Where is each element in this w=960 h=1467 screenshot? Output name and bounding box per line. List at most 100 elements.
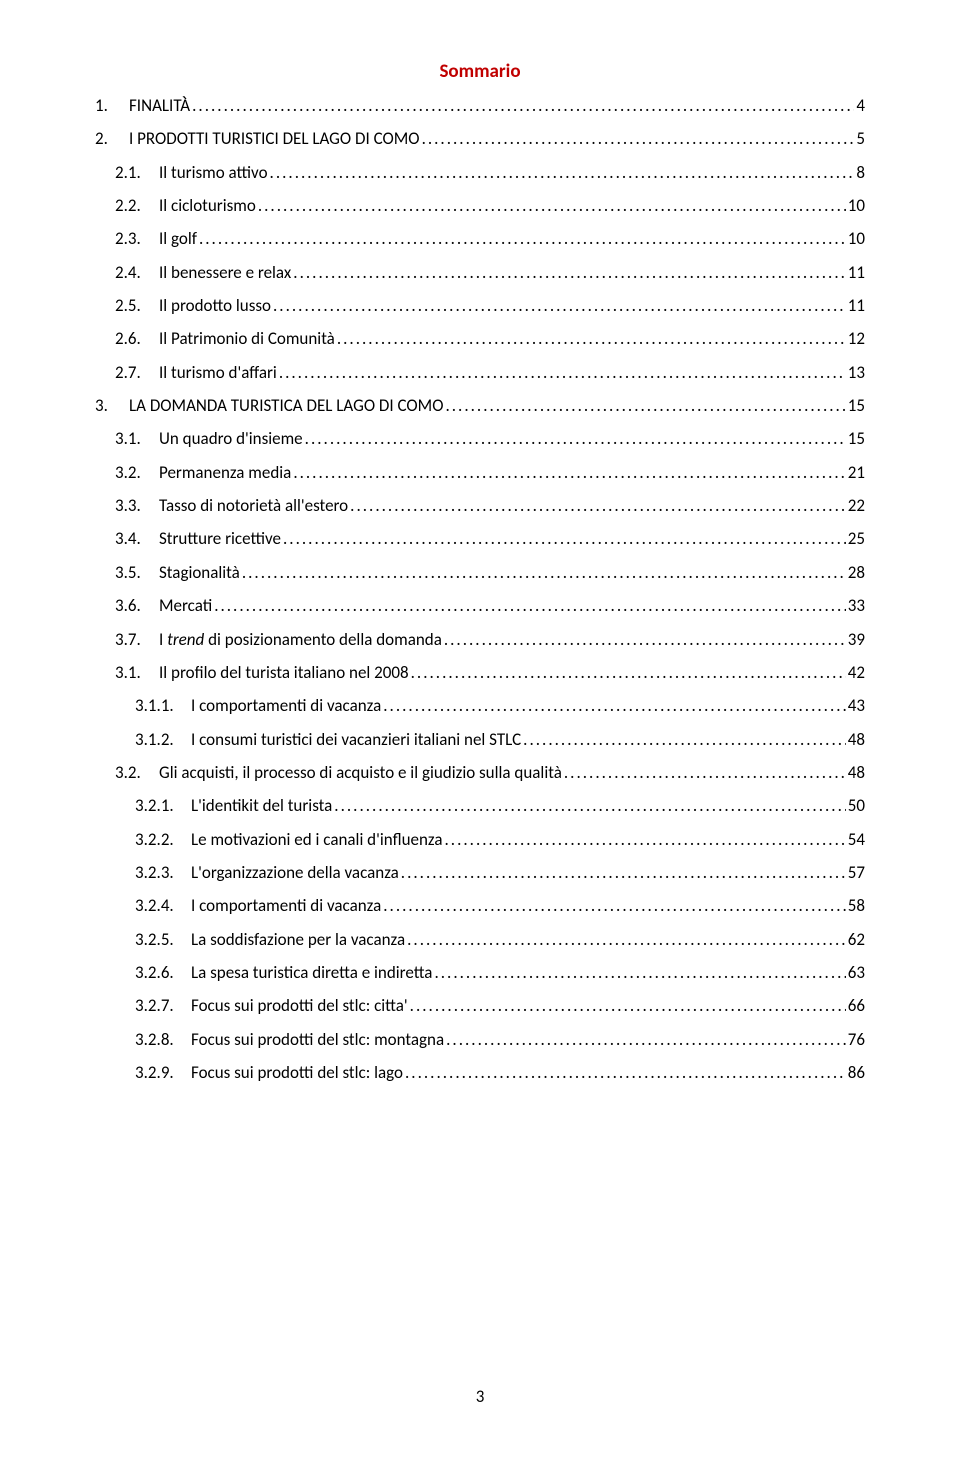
toc-entry-number: 3.1. xyxy=(115,660,159,686)
toc-entry[interactable]: 1.FINALITÀ 4 xyxy=(95,93,865,119)
toc-entry-text: Il turismo attivo xyxy=(159,160,270,186)
toc-entry-text: L'organizzazione della vacanza xyxy=(191,860,401,886)
toc-entry-number: 2.2. xyxy=(115,193,159,219)
toc-leader-dots xyxy=(334,793,845,819)
toc-entry-text: Gli acquisti, il processo di acquisto e … xyxy=(159,760,564,786)
toc-entry-page: 12 xyxy=(846,326,865,352)
toc-entry[interactable]: 3.LA DOMANDA TURISTICA DEL LAGO DI COMO1… xyxy=(95,393,865,419)
toc-entry[interactable]: 2.2.Il cicloturismo10 xyxy=(95,193,865,219)
toc-leader-dots xyxy=(401,860,846,886)
toc-entry-text: I consumi turistici dei vacanzieri itali… xyxy=(191,727,523,753)
toc-entry[interactable]: 3.2.5.La soddisfazione per la vacanza62 xyxy=(95,927,865,953)
toc-entry-text: Tasso di notorietà all'estero xyxy=(159,493,350,519)
toc-entry[interactable]: 2.7.Il turismo d'affari13 xyxy=(95,360,865,386)
toc-leader-dots xyxy=(199,226,846,252)
toc-entry[interactable]: 3.2.9.Focus sui prodotti del stlc: lago8… xyxy=(95,1060,865,1086)
toc-leader-dots xyxy=(523,727,846,753)
page-title: Sommario xyxy=(95,60,865,83)
toc-entry[interactable]: 3.5.Stagionalità28 xyxy=(95,560,865,586)
toc-entry-page: 43 xyxy=(846,693,865,719)
toc-leader-dots xyxy=(214,593,846,619)
toc-entry-text: Strutture ricettive xyxy=(159,526,283,552)
toc-entry-number: 3.7. xyxy=(115,627,159,653)
toc-entry-number: 1. xyxy=(95,93,129,119)
toc-entry-text: Il turismo d'affari xyxy=(159,360,279,386)
toc-entry-page: 21 xyxy=(846,460,865,486)
toc-entry-number: 3.2. xyxy=(115,460,159,486)
toc-entry-text: L'identikit del turista xyxy=(191,793,334,819)
toc-entry-page: 57 xyxy=(846,860,865,886)
toc-entry-page: 4 xyxy=(854,93,865,119)
toc-entry[interactable]: 3.2.2.Le motivazioni ed i canali d'influ… xyxy=(95,827,865,853)
toc-leader-dots xyxy=(405,1060,846,1086)
toc-leader-dots xyxy=(383,893,846,919)
toc-entry-page: 48 xyxy=(846,760,865,786)
toc-entry-number: 3.4. xyxy=(115,526,159,552)
toc-entry-number: 3.2.5. xyxy=(135,927,191,953)
toc-leader-dots xyxy=(410,993,846,1019)
toc-entry[interactable]: 3.4.Strutture ricettive 25 xyxy=(95,526,865,552)
toc-entry-text: Stagionalità xyxy=(159,560,242,586)
toc-entry-number: 3.1.1. xyxy=(135,693,191,719)
toc-entry-page: 22 xyxy=(846,493,865,519)
toc-entry-page: 13 xyxy=(846,360,865,386)
toc-entry[interactable]: 3.1.2.I consumi turistici dei vacanzieri… xyxy=(95,727,865,753)
toc-entry-page: 8 xyxy=(854,160,865,186)
toc-leader-dots xyxy=(337,326,846,352)
toc-entry-text: Focus sui prodotti del stlc: lago xyxy=(191,1060,405,1086)
toc-entry-page: 11 xyxy=(846,260,865,286)
toc-entry[interactable]: 3.6.Mercati33 xyxy=(95,593,865,619)
toc-entry[interactable]: 3.2.3.L'organizzazione della vacanza 57 xyxy=(95,860,865,886)
toc-entry-page: 33 xyxy=(846,593,865,619)
toc-entry[interactable]: 2.4.Il benessere e relax11 xyxy=(95,260,865,286)
toc-entry[interactable]: 3.1.Un quadro d'insieme15 xyxy=(95,426,865,452)
toc-entry[interactable]: 3.2.7.Focus sui prodotti del stlc: citta… xyxy=(95,993,865,1019)
toc-entry[interactable]: 3.2.4.I comportamenti di vacanza58 xyxy=(95,893,865,919)
toc-entry-number: 3.1.2. xyxy=(135,727,191,753)
toc-entry-text: Il profilo del turista italiano nel 2008 xyxy=(159,660,411,686)
toc-entry[interactable]: 2.3.Il golf10 xyxy=(95,226,865,252)
toc-leader-dots xyxy=(192,93,854,119)
toc-entry[interactable]: 3.2.Gli acquisti, il processo di acquist… xyxy=(95,760,865,786)
toc-entry-text: I trend di posizionamento della domanda xyxy=(159,627,444,653)
toc-entry-number: 3.2.6. xyxy=(135,960,191,986)
toc-entry-text: I comportamenti di vacanza xyxy=(191,893,383,919)
toc-entry-page: 25 xyxy=(846,526,865,552)
toc-leader-dots xyxy=(279,360,846,386)
toc-entry-number: 2. xyxy=(95,126,129,152)
toc-entry-text: Il prodotto lusso xyxy=(159,293,273,319)
toc-entry[interactable]: 2.I PRODOTTI TURISTICI DEL LAGO DI COMO5 xyxy=(95,126,865,152)
toc-entry-text: Le motivazioni ed i canali d'influenza xyxy=(191,827,445,853)
toc-entry[interactable]: 3.1.Il profilo del turista italiano nel … xyxy=(95,660,865,686)
toc-entry[interactable]: 3.2.8.Focus sui prodotti del stlc: monta… xyxy=(95,1027,865,1053)
toc-entry[interactable]: 3.2.Permanenza media 21 xyxy=(95,460,865,486)
toc-leader-dots xyxy=(383,693,846,719)
toc-leader-dots xyxy=(564,760,846,786)
toc-entry[interactable]: 3.2.1.L'identikit del turista50 xyxy=(95,793,865,819)
toc-leader-dots xyxy=(446,1027,846,1053)
toc-entry-text: Il Patrimonio di Comunità xyxy=(159,326,337,352)
toc-entry-text: I PRODOTTI TURISTICI DEL LAGO DI COMO xyxy=(129,126,422,152)
toc-entry[interactable]: 2.5.Il prodotto lusso11 xyxy=(95,293,865,319)
toc-entry-number: 2.4. xyxy=(115,260,159,286)
toc-entry-page: 15 xyxy=(846,426,865,452)
toc-entry-number: 2.3. xyxy=(115,226,159,252)
toc-entry[interactable]: 3.1.1.I comportamenti di vacanza 43 xyxy=(95,693,865,719)
toc-entry[interactable]: 3.2.6.La spesa turistica diretta e indir… xyxy=(95,960,865,986)
toc-entry-text: LA DOMANDA TURISTICA DEL LAGO DI COMO xyxy=(129,393,445,419)
toc-entry-text: I comportamenti di vacanza xyxy=(191,693,383,719)
toc-entry-number: 3.3. xyxy=(115,493,159,519)
toc-entry-number: 3.2.3. xyxy=(135,860,191,886)
table-of-contents: 1.FINALITÀ 4 2.I PRODOTTI TURISTICI DEL LA… xyxy=(95,93,865,1086)
toc-entry-number: 3. xyxy=(95,393,129,419)
toc-entry[interactable]: 2.1.Il turismo attivo8 xyxy=(95,160,865,186)
toc-entry-text: La soddisfazione per la vacanza xyxy=(191,927,407,953)
toc-entry-page: 76 xyxy=(846,1027,865,1053)
toc-entry-text: Permanenza media xyxy=(159,460,293,486)
toc-entry[interactable]: 2.6.Il Patrimonio di Comunità12 xyxy=(95,326,865,352)
toc-entry[interactable]: 3.3.Tasso di notorietà all'estero 22 xyxy=(95,493,865,519)
toc-entry-text: FINALITÀ xyxy=(129,93,192,119)
toc-leader-dots xyxy=(242,560,846,586)
toc-entry-page: 10 xyxy=(846,193,865,219)
toc-entry[interactable]: 3.7.I trend di posizionamento della doma… xyxy=(95,627,865,653)
